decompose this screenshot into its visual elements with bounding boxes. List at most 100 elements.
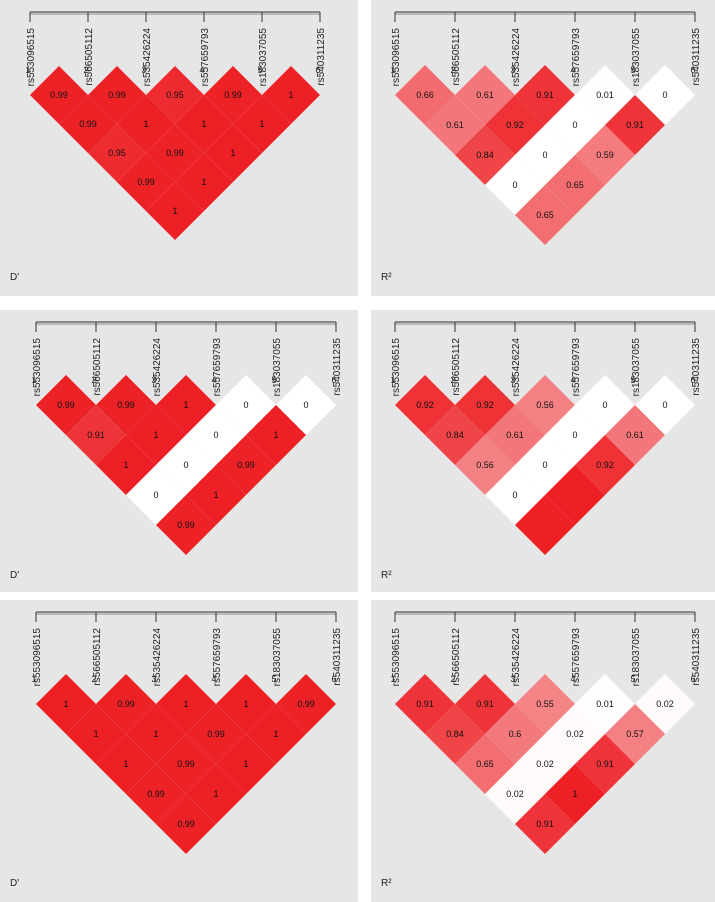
snp-id-label: rs183037055 (631, 628, 642, 687)
ld-cell (146, 182, 204, 240)
ld-cell-value: 0.95 (108, 148, 126, 158)
snp-position-label: 3 (510, 375, 515, 385)
ld-cell-value: 0.99 (297, 699, 315, 709)
ld-cell-value: 0 (243, 400, 248, 410)
ld-cell-value: 0.91 (87, 430, 105, 440)
ld-cell-value: 0.99 (177, 759, 195, 769)
ld-cell (515, 495, 575, 555)
snp-position-label: 1 (31, 375, 36, 385)
ld-cell-value: 1 (273, 729, 278, 739)
ld-cell-value: 0.99 (117, 400, 135, 410)
ld-cell-value: 1 (123, 759, 128, 769)
ld-cell-value: 0 (303, 400, 308, 410)
snp-position-label: 5 (630, 375, 635, 385)
snp-position-label: 4 (570, 65, 575, 75)
snp-position-label: 3 (151, 375, 156, 385)
ld-cell-value: 0 (153, 490, 158, 500)
ld-cell-value: 1 (213, 789, 218, 799)
ld-cell-value: 0.91 (536, 90, 554, 100)
snp-position-label: 2 (450, 674, 455, 684)
snp-position-label: 3 (510, 674, 515, 684)
ld-cell-value: 0.99 (237, 460, 255, 470)
snp-id-label: rs557659793 (212, 628, 223, 687)
ld-cell-value: 0.91 (416, 699, 434, 709)
ld-cell-value: 0.55 (536, 699, 554, 709)
snp-position-label: 5 (271, 674, 276, 684)
ld-cell-value: 0.61 (506, 430, 524, 440)
snp-position-label: 3 (141, 65, 146, 75)
ld-cell-value: 0.84 (446, 729, 464, 739)
metric-label: R² (381, 570, 392, 581)
snp-position-label: 4 (570, 674, 575, 684)
ld-cell-value: 0 (512, 490, 517, 500)
ld-panel-2-dprime: rs553096515 1 rs566505112 2 rs535426224 3 rs55… (0, 310, 358, 592)
ld-cell-value: 0.92 (596, 460, 614, 470)
ld-cell-value: 1 (572, 789, 577, 799)
snp-id-label: rs183037055 (631, 338, 642, 397)
ld-panel-3-r2: rs553096515 1 rs566505112 2 rs535426224 3 rs55… (371, 600, 715, 902)
ld-cell-value: 0.59 (596, 150, 614, 160)
snp-id-label: rs557659793 (571, 628, 582, 687)
ld-cell-value: 1 (213, 490, 218, 500)
snp-id-label: rs553096515 (391, 338, 402, 397)
snp-position-label: 6 (690, 674, 695, 684)
snp-id-label: rs566505112 (451, 628, 462, 686)
ld-panel-3-dprime: rs553096515 1 rs566505112 2 rs535426224 3 rs55… (0, 600, 358, 902)
ld-cell-value: 1 (153, 430, 158, 440)
ld-cell-value: 1 (243, 759, 248, 769)
ld-cell-value: 0.65 (476, 759, 494, 769)
ld-cell-value: 0.61 (626, 430, 644, 440)
snp-id-label: rs540311235 (691, 628, 702, 686)
metric-label: D' (10, 570, 19, 581)
ld-cell-value: 0.92 (416, 400, 434, 410)
ld-cell-value: 0.84 (476, 150, 494, 160)
snp-id-label: rs183037055 (631, 28, 642, 87)
ld-cell-value: 0 (512, 180, 517, 190)
snp-position-label: 5 (630, 65, 635, 75)
ld-panel-1-r2: rs553096515 1 rs566505112 2 rs535426224 3 rs55… (371, 0, 715, 296)
ld-cell-value: 0.91 (626, 120, 644, 130)
ld-cell-value: 0.91 (476, 699, 494, 709)
snp-id-label: rs535426224 (511, 628, 522, 687)
ld-cell-value: 0.01 (596, 699, 614, 709)
snp-position-label: 1 (390, 65, 395, 75)
ld-cell-value: 0.02 (566, 729, 584, 739)
ld-cell-value: 0.57 (626, 729, 644, 739)
snp-position-label: 2 (91, 375, 96, 385)
ld-cell-value: 1 (183, 400, 188, 410)
snp-id-label: rs535426224 (511, 28, 522, 87)
ld-cell-value: 0.99 (224, 90, 242, 100)
ld-cell (515, 794, 575, 854)
snp-id-label: rs535426224 (142, 28, 153, 87)
ld-cell-value: 0.65 (566, 180, 584, 190)
ld-cell-value: 0 (213, 430, 218, 440)
ld-cell-value: 0.66 (416, 90, 434, 100)
snp-position-label: 6 (315, 65, 320, 75)
ld-cell-value: 1 (243, 699, 248, 709)
ld-cell-value: 0.99 (177, 819, 195, 829)
snp-position-label: 5 (630, 674, 635, 684)
snp-position-label: 2 (91, 674, 96, 684)
ld-cell-value: 0 (542, 460, 547, 470)
ld-cell-value: 0.56 (476, 460, 494, 470)
ld-cell-value: 0 (572, 430, 577, 440)
ld-panel-1-dprime: rs553096515 1 rs566505112 2 rs535426224 3 rs55… (0, 0, 358, 296)
ld-cell-value: 1 (183, 699, 188, 709)
ld-cell-value: 0.95 (166, 90, 184, 100)
ld-cell-value: 1 (143, 119, 148, 129)
snp-position-label: 4 (211, 375, 216, 385)
ld-cell-value: 0.61 (476, 90, 494, 100)
ld-cell-value: 0.99 (207, 729, 225, 739)
snp-id-label: rs557659793 (571, 338, 582, 397)
ld-cell-value: 0.02 (536, 759, 554, 769)
ld-cell-value: 0 (662, 400, 667, 410)
snp-position-label: 2 (83, 65, 88, 75)
ld-cell-value: 0 (602, 400, 607, 410)
metric-label: R² (381, 272, 392, 283)
ld-cell-value: 0.99 (108, 90, 126, 100)
ld-cell-value: 0.6 (509, 729, 522, 739)
